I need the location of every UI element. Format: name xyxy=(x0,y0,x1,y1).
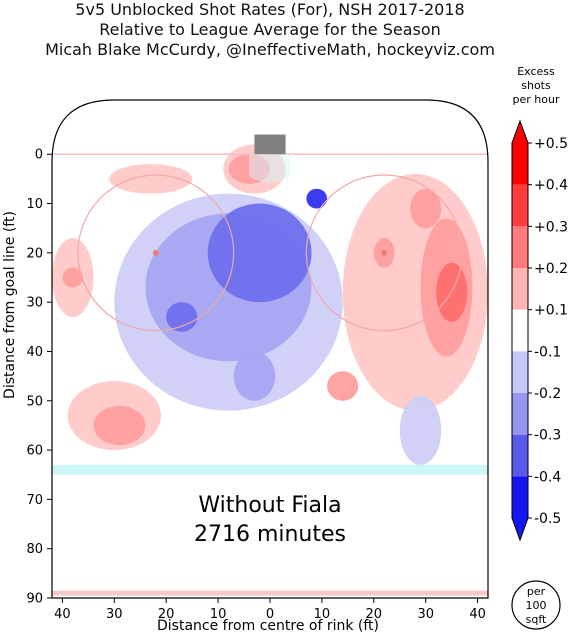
heatmap-region-17 xyxy=(166,302,198,332)
y-tick-label-7: 70 xyxy=(26,493,43,508)
colorbar-band-3 xyxy=(512,268,528,310)
colorbar-tick-label-5: -0.1 xyxy=(534,344,561,360)
y-tick-label-5: 50 xyxy=(26,394,43,409)
colorbar-band-5 xyxy=(512,351,528,393)
x-tick-label-1: 30 xyxy=(106,607,123,622)
badge-line-2: 100 xyxy=(526,599,547,612)
y-tick-label-9: 90 xyxy=(26,592,43,607)
x-tick-label-7: 30 xyxy=(417,607,434,622)
colorbar-tick-label-8: -0.4 xyxy=(534,469,561,485)
rink-area xyxy=(51,99,489,599)
x-tick-label-8: 40 xyxy=(469,607,486,622)
colorbar-band-6 xyxy=(512,393,528,435)
colorbar-tick-label-3: +0.2 xyxy=(534,261,568,277)
chart-title: 5v5 Unblocked Shot Rates (For), NSH 2017… xyxy=(75,0,465,19)
colorbar-band-2 xyxy=(512,226,528,268)
colorbar-band-0 xyxy=(512,143,528,185)
heatmap-region-5 xyxy=(327,371,359,401)
per-100-sqft-badge: per 100 sqft xyxy=(511,580,561,630)
heatmap-region-10 xyxy=(109,164,193,194)
y-tick-label-4: 40 xyxy=(26,345,43,360)
chart-subtitle: Relative to League Average for the Seaso… xyxy=(99,20,441,39)
annotation-line-2: 2716 minutes xyxy=(194,522,346,547)
y-tick-label-3: 30 xyxy=(26,296,43,311)
x-tick-label-4: 0 xyxy=(266,607,274,622)
heatmap-regions xyxy=(52,144,488,465)
axes: 40 30 20 10 0 10 20 30 40 0 10 20 30 40 50 60 70 80 90 xyxy=(26,148,485,622)
chart-credit: Micah Blake McCurdy, @IneffectiveMath, h… xyxy=(45,40,495,59)
y-tick-label-1: 10 xyxy=(26,197,43,212)
annotation-line-1: Without Fiala xyxy=(198,493,341,518)
colorbar-band-4 xyxy=(512,309,528,352)
colorbar-tick-label-7: -0.3 xyxy=(534,428,561,444)
heatmap-region-18 xyxy=(233,351,276,401)
heatmap-region-7 xyxy=(93,405,146,446)
colorbar-tick-label-4: +0.1 xyxy=(534,303,568,319)
heatmap-region-12 xyxy=(62,267,84,288)
y-tick-label-0: 0 xyxy=(35,148,43,163)
colorbar-tick-label-1: +0.4 xyxy=(534,178,568,194)
y-tick-label-8: 80 xyxy=(26,542,43,557)
y-axis-label: Distance from goal line (ft) xyxy=(2,211,18,399)
colorbar-tick-label-2: +0.3 xyxy=(534,219,568,235)
x-axis-label: Distance from centre of rink (ft) xyxy=(157,618,379,634)
colorbar-tick-label-0: +0.5 xyxy=(534,136,568,152)
colorbar-title-3: per hour xyxy=(513,93,560,106)
colorbar-tick-label-6: -0.2 xyxy=(534,386,561,402)
colorbar-band-1 xyxy=(512,184,528,227)
x-tick-label-3: 10 xyxy=(210,607,227,622)
colorbar-title-1: Excess xyxy=(517,65,555,78)
goal-net xyxy=(254,134,286,155)
heatmap-region-19 xyxy=(399,395,442,465)
rink-outline xyxy=(51,99,489,599)
heatmap-region-2 xyxy=(410,188,442,229)
faceoff-circle-0 xyxy=(305,174,463,332)
badge-line-1: per xyxy=(527,585,546,598)
colorbar: Excess shots per hour +0.5 +0.4 +0.3 +0.2 +0… xyxy=(511,65,568,542)
x-tick-label-5: 10 xyxy=(314,607,331,622)
goal-crease xyxy=(249,154,291,183)
colorbar-top-extension xyxy=(512,121,528,143)
colorbar-band-8 xyxy=(512,476,528,518)
faceoff-dot-1 xyxy=(152,249,159,256)
faceoff-circle-1 xyxy=(77,174,235,332)
x-tick-label-2: 20 xyxy=(158,607,175,622)
colorbar-bottom-extension xyxy=(512,518,528,540)
badge-line-3: sqft xyxy=(526,613,547,626)
centre-line xyxy=(52,590,488,596)
faceoff-dot-0 xyxy=(381,249,388,256)
rink-markings xyxy=(52,134,488,596)
blue-line xyxy=(52,464,488,475)
colorbar-title-2: shots xyxy=(521,79,551,92)
heatmap-region-15 xyxy=(207,203,312,303)
colorbar-band-7 xyxy=(512,434,528,477)
y-tick-label-2: 20 xyxy=(26,246,43,261)
x-tick-label-6: 20 xyxy=(366,607,383,622)
x-tick-label-0: 40 xyxy=(54,607,71,622)
heatmap-region-16 xyxy=(306,188,328,209)
colorbar-tick-label-9: -0.5 xyxy=(534,511,561,527)
y-tick-label-6: 60 xyxy=(26,444,43,459)
